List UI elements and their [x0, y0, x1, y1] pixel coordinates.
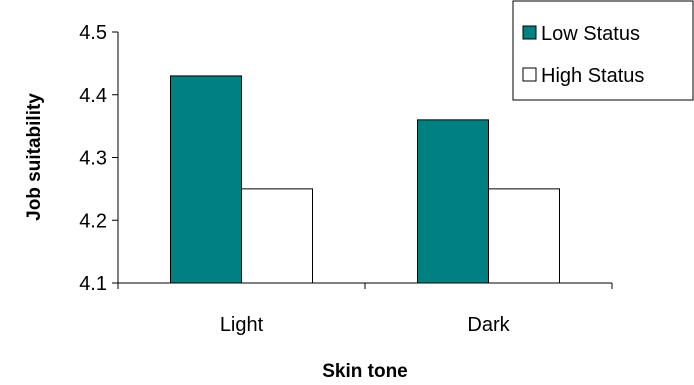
x-category-label: Dark: [467, 314, 510, 336]
bar-low-status-light: [170, 75, 242, 284]
bar-low-status-dark: [417, 119, 489, 284]
y-tick-label: 4.4: [79, 85, 107, 107]
bar-high-status-light: [241, 188, 313, 284]
legend-swatch-low-status: [522, 25, 537, 40]
y-tick-label: 4.5: [79, 22, 107, 44]
x-ticks: Light Dark: [117, 283, 613, 336]
y-tick-label: 4.2: [79, 210, 107, 232]
bars: [170, 75, 560, 284]
legend-label: Low Status: [541, 23, 640, 45]
bar-high-status-dark: [488, 188, 560, 284]
y-tick-label: 4.3: [79, 148, 107, 170]
y-tick-label: 4.1: [79, 273, 107, 295]
x-category-label: Light: [220, 314, 264, 336]
legend: Low Status High Status: [512, 0, 694, 101]
y-ticks: 4.1 4.2 4.3 4.4 4.5: [79, 22, 118, 295]
legend-box: [512, 0, 694, 101]
legend-label: High Status: [541, 65, 644, 87]
y-axis-title: Job suitability: [24, 93, 45, 221]
x-axis-title: Skin tone: [322, 361, 408, 382]
legend-swatch-high-status: [522, 67, 537, 82]
